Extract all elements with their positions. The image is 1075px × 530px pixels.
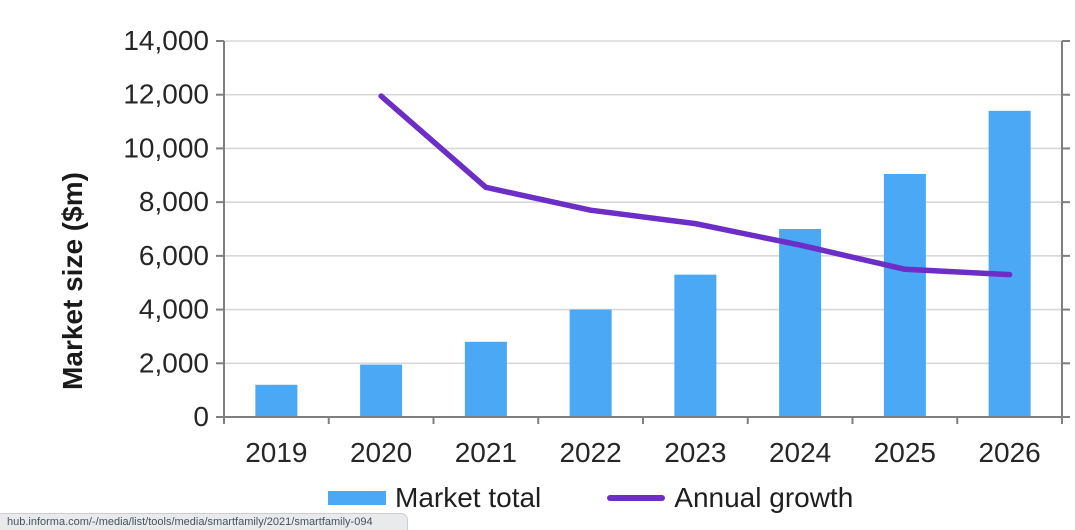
market-total-swatch-icon — [328, 491, 386, 505]
annual-growth-line — [378, 93, 1013, 278]
bar-2025 — [883, 173, 926, 417]
x-tick-label: 2019 — [245, 437, 307, 468]
bar-2022 — [569, 309, 612, 417]
y-tick-label: 8,000 — [139, 186, 209, 217]
legend: Market total Annual growth — [328, 482, 853, 514]
bar-2026 — [988, 110, 1031, 417]
bar-2021 — [464, 341, 507, 417]
legend-item-annual-growth: Annual growth — [607, 482, 853, 514]
x-tick-label: 2026 — [978, 437, 1040, 468]
x-tick-label: 2024 — [769, 437, 831, 468]
y-tick-label: 14,000 — [123, 25, 209, 56]
bar-2023 — [674, 274, 717, 417]
annual-growth-swatch-icon — [607, 495, 666, 501]
y-tick-label: 12,000 — [123, 79, 209, 110]
x-tick-label: 2023 — [664, 437, 726, 468]
x-tick-label: 2021 — [455, 437, 517, 468]
x-tick-label: 2020 — [350, 437, 412, 468]
bar-2020 — [360, 364, 403, 417]
status-bar-url: hub.informa.com/-/media/list/tools/media… — [0, 513, 408, 530]
bar-2019 — [255, 384, 298, 417]
legend-label-market-total: Market total — [395, 482, 542, 513]
x-tick-label: 2022 — [559, 437, 621, 468]
y-tick-label: 2,000 — [139, 347, 209, 378]
x-tick-label: 2025 — [874, 437, 936, 468]
y-tick-label: 4,000 — [139, 294, 209, 325]
legend-item-market-total: Market total — [328, 482, 541, 514]
y-tick-label: 6,000 — [139, 240, 209, 271]
y-tick-label: 10,000 — [123, 132, 209, 163]
bar-2024 — [779, 229, 822, 417]
y-tick-label: 0 — [193, 401, 209, 432]
legend-label-annual-growth: Annual growth — [674, 482, 854, 513]
